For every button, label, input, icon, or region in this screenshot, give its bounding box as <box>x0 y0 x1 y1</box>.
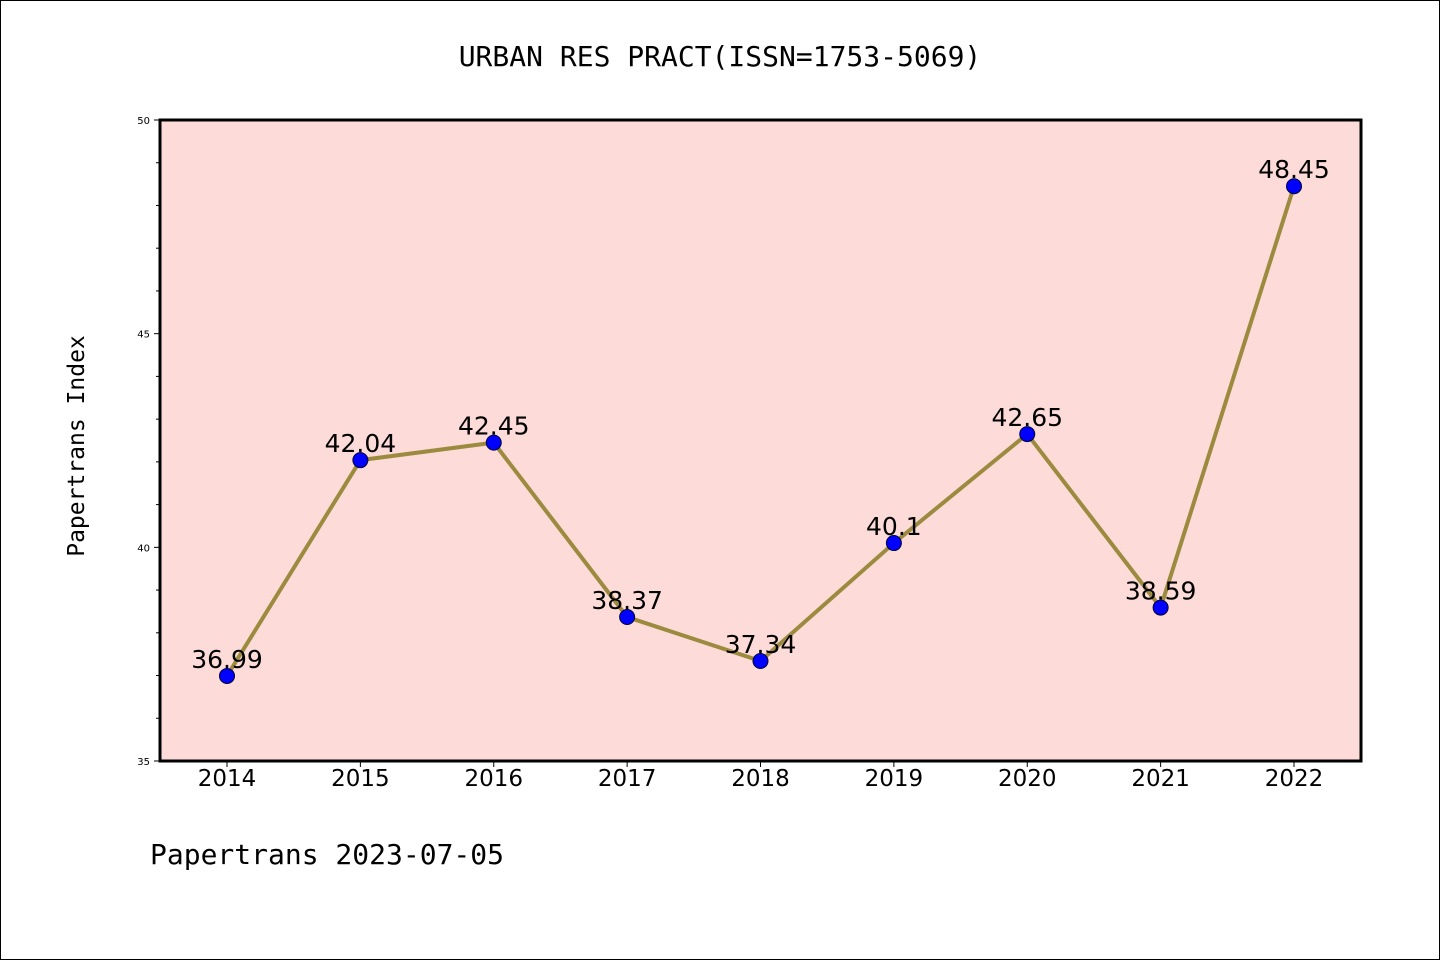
x-axis: 2014 2015 2016 2017 2018 2019 2020 2021 2022 <box>198 761 1324 792</box>
footer-date-stamp: Papertrans 2023-07-05 <box>150 838 504 871</box>
data-label: 42.04 <box>325 429 397 458</box>
data-label: 42.65 <box>991 403 1063 432</box>
data-point <box>219 667 235 684</box>
data-point <box>352 452 369 469</box>
x-tick-label: 2022 <box>1265 766 1324 792</box>
data-point <box>619 608 636 625</box>
data-label: 37.34 <box>725 630 797 659</box>
y-tick-label: 45 <box>137 330 150 341</box>
y-axis-label: Papertrans Index <box>64 335 90 557</box>
data-label: 40.1 <box>866 512 922 541</box>
y-tick-label: 35 <box>137 757 150 768</box>
data-points <box>219 178 1302 684</box>
data-point <box>1286 178 1302 195</box>
x-tick-label: 2017 <box>598 766 657 792</box>
data-label: 38.37 <box>591 586 663 615</box>
y-tick-label: 50 <box>137 116 150 127</box>
x-tick-label: 2018 <box>731 766 790 792</box>
data-label: 38.59 <box>1125 577 1197 606</box>
x-tick-label: 2019 <box>865 766 924 792</box>
data-point <box>752 653 769 670</box>
data-label: 48.45 <box>1258 155 1330 184</box>
data-label: 42.45 <box>458 412 530 441</box>
data-point <box>1152 599 1169 616</box>
y-axis: 35 40 45 50 <box>137 116 160 768</box>
data-labels: 36.99 42.04 42.45 38.37 37.34 40.1 42.65 38.59 4… <box>191 155 1330 674</box>
data-point <box>885 535 902 552</box>
data-point <box>1019 426 1036 443</box>
chart-title: URBAN RES PRACT(ISSN=1753-5069) <box>459 40 982 73</box>
data-label: 36.99 <box>191 645 263 674</box>
data-point <box>485 434 502 451</box>
y-tick-label: 40 <box>137 543 150 554</box>
x-tick-label: 2014 <box>198 766 257 792</box>
x-tick-label: 2015 <box>331 766 390 792</box>
x-tick-label: 2020 <box>998 766 1057 792</box>
x-tick-label: 2016 <box>464 766 523 792</box>
x-tick-label: 2021 <box>1131 766 1190 792</box>
